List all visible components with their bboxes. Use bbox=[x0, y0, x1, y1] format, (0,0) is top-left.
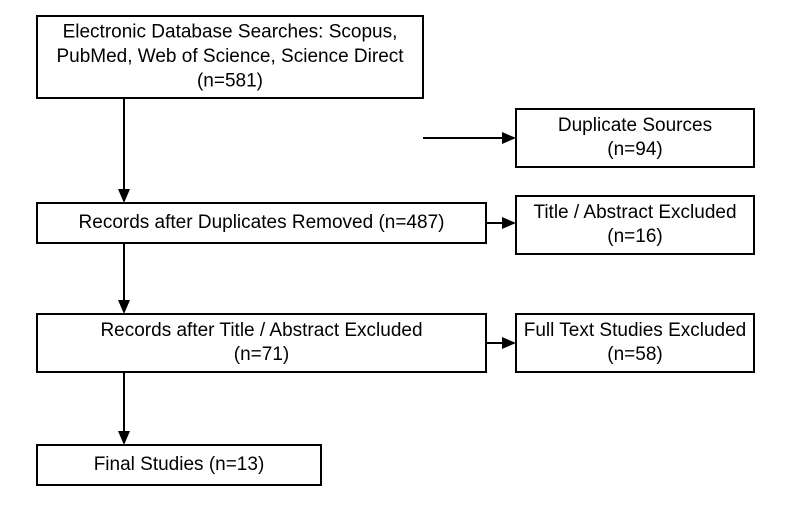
flow-node-text: (n=581) bbox=[197, 70, 263, 91]
flow-arrowhead bbox=[118, 189, 130, 203]
flow-node-title_abs_excluded: Title / Abstract Excluded (n=16) bbox=[516, 196, 754, 254]
flow-node-final: Final Studies (n=13) bbox=[37, 445, 321, 485]
flow-node-text: Final Studies (n=13) bbox=[94, 454, 265, 475]
flow-node-after_excl: Records after Title / Abstract Excluded (… bbox=[37, 314, 486, 372]
flow-node-text: (n=94) bbox=[607, 139, 662, 160]
flow-node-text: Full Text Studies Excluded bbox=[524, 320, 747, 341]
flow-node-text: (n=71) bbox=[234, 344, 289, 365]
flow-node-search: Electronic Database Searches: Scopus, Pub… bbox=[37, 16, 423, 98]
flow-node-text: (n=58) bbox=[607, 344, 662, 365]
flow-node-text: Duplicate Sources bbox=[558, 115, 712, 136]
flow-node-after_dup: Records after Duplicates Removed (n=487) bbox=[37, 203, 486, 243]
flow-node-fulltext_excluded: Full Text Studies Excluded (n=58) bbox=[516, 314, 754, 372]
flow-arrowhead bbox=[502, 337, 516, 349]
flow-node-text: Title / Abstract Excluded bbox=[533, 202, 736, 223]
flow-node-text: Electronic Database Searches: Scopus, bbox=[63, 22, 398, 43]
flow-arrowhead bbox=[118, 431, 130, 445]
flow-arrowhead bbox=[502, 217, 516, 229]
flow-arrowhead bbox=[502, 132, 516, 144]
flow-node-text: Records after Title / Abstract Excluded bbox=[100, 320, 422, 341]
flow-node-text: Records after Duplicates Removed (n=487) bbox=[79, 212, 445, 233]
flow-arrowhead bbox=[118, 300, 130, 314]
flow-node-text: PubMed, Web of Science, Science Direct bbox=[56, 46, 404, 67]
flow-node-duplicates: Duplicate Sources (n=94) bbox=[516, 109, 754, 167]
flow-node-text: (n=16) bbox=[607, 226, 662, 247]
